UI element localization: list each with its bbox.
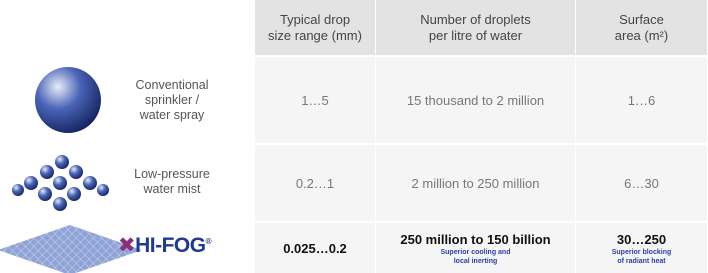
header-line: Number of droplets (420, 12, 531, 28)
cell: 15 thousand to 2 million (376, 57, 576, 145)
cell-text: 1…5 (301, 93, 328, 108)
label-line: water spray (112, 108, 232, 123)
header-line: Surface (619, 12, 664, 28)
cell: 250 million to 150 billion Superior cooli… (376, 223, 576, 273)
cell-note: Superior blocking (612, 249, 672, 256)
logo-text: HI-FOG (135, 234, 206, 257)
cell: 2 million to 250 million (376, 145, 576, 223)
cell-note: Superior cooling and (440, 249, 510, 256)
row-label: Low-pressure water mist (112, 167, 232, 197)
cell-text: 15 thousand to 2 million (407, 93, 544, 108)
cell: 1…6 (576, 57, 708, 145)
cell: 30…250 Superior blocking of radiant heat (576, 223, 708, 273)
cell: 6…30 (576, 145, 708, 223)
label-line: water mist (112, 182, 232, 197)
row-label: Conventional sprinkler / water spray (112, 78, 232, 123)
cell-text: 30…250 (617, 232, 666, 247)
infographic: Conventional sprinkler / water spray Low… (0, 0, 708, 273)
logo-mark: ® (206, 237, 211, 246)
cell-text: 250 million to 150 billion (400, 232, 550, 247)
cell-text: 0.2…1 (296, 176, 334, 191)
header-line: size range (mm) (268, 28, 362, 44)
label-line: sprinkler / (112, 93, 232, 108)
droplets-icon (12, 155, 109, 211)
cell-note: of radiant heat (617, 258, 665, 265)
cell: 1…5 (255, 57, 376, 145)
cell: 0.025…0.2 (255, 223, 376, 273)
hi-fog-logo: ✖HI-FOG® (118, 233, 211, 258)
label-line: Low-pressure (112, 167, 232, 182)
header-line: Typical drop (280, 12, 350, 28)
cell-text: 6…30 (624, 176, 659, 191)
cell-note: local inerting (454, 258, 498, 265)
sphere-icon (35, 67, 101, 133)
cell: 0.2…1 (255, 145, 376, 223)
cell-text: 0.025…0.2 (283, 241, 347, 256)
label-line: Conventional (112, 78, 232, 93)
cell-text: 1…6 (628, 93, 655, 108)
header-line: area (m²) (615, 28, 668, 44)
header-line: per litre of water (429, 28, 522, 44)
cell-text: 2 million to 250 million (412, 176, 540, 191)
